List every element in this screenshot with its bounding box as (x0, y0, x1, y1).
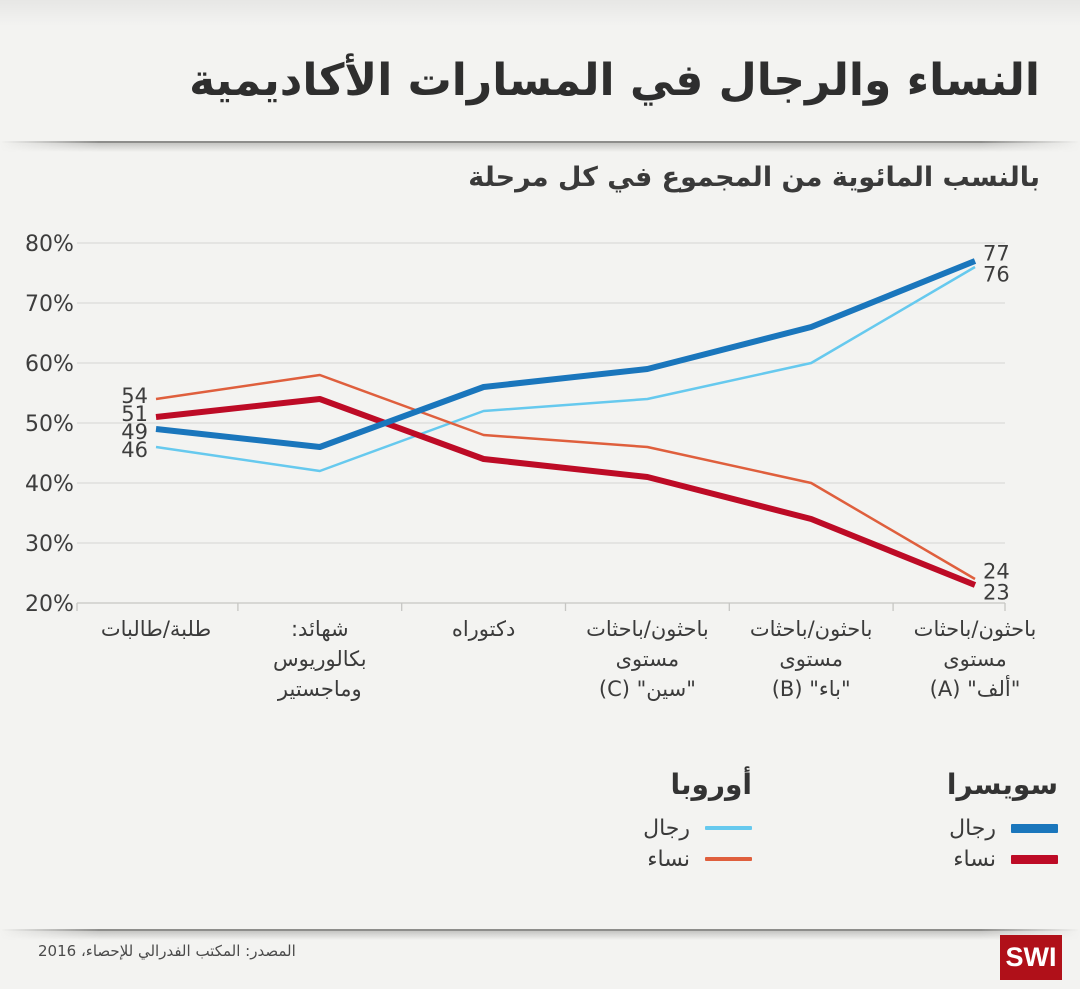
category-label-0: طلبة/طالبات (66, 614, 246, 644)
category-label-line: باحثون/باحثات (913, 617, 1037, 641)
legend-row-switzerland-men: رجال (947, 813, 1058, 843)
y-tick-label-20: 20% (25, 592, 74, 617)
value-label-left-46: 46 (121, 438, 148, 462)
series-line-1 (155, 396, 977, 588)
legend-title-switzerland: سويسرا (946, 768, 1058, 801)
category-label-line: باحثون/باحثات (586, 617, 709, 641)
value-label-left-51: 51 (121, 402, 148, 426)
legend-label-men: رجال (643, 815, 690, 841)
y-tick-label-60: 60% (25, 352, 74, 377)
category-label-line: مستوى (943, 647, 1007, 671)
legend-row-switzerland-women: نساء (947, 844, 1058, 874)
source-note: المصدر: المكتب الفدرالي للإحصاء، 2016 (38, 942, 296, 960)
series-line-3 (155, 373, 976, 581)
legend-group-switzerland: سويسرا رجال نساء (947, 768, 1058, 875)
y-tick-label-30: 30% (25, 532, 74, 557)
value-label-right-24: 24 (983, 560, 1010, 584)
series-line-0 (155, 258, 977, 450)
category-label-line: طلبة/طالبات (100, 617, 212, 641)
legend-label-women: نساء (953, 846, 996, 872)
header-divider (0, 141, 1080, 153)
y-tick-label-80: 80% (25, 232, 74, 257)
value-label-right-76: 76 (983, 263, 1010, 287)
category-label-2: دكتوراه (394, 614, 574, 644)
category-label-line: "باء" (B) (771, 677, 851, 701)
category-label-line: مستوى (615, 647, 680, 671)
category-label-4: باحثون/باحثات مستوى "باء" (B) (721, 614, 901, 704)
value-label-right-77: 77 (983, 242, 1010, 266)
value-label-left-54: 54 (121, 384, 148, 408)
swi-logo: SWI (1000, 935, 1062, 980)
category-label-line: مستوى (779, 647, 843, 671)
category-label-1: شهائد: بكالوريوس وماجستير (230, 614, 410, 704)
chart-subtitle: بالنسب المائوية من المجموع في كل مرحلة (468, 162, 1040, 193)
legend-row-europe-women: نساء (643, 844, 752, 874)
category-label-line: "ألف" (A) (929, 677, 1021, 701)
legend-swatch-switzerland-women (1011, 854, 1058, 864)
legend-swatch-switzerland-men (1011, 823, 1058, 833)
y-tick-label-40: 40% (25, 472, 74, 497)
legend-title-europe: أوروبا (670, 768, 752, 801)
page-title: النساء والرجال في المسارات الأكاديمية (189, 55, 1040, 107)
category-label-3: باحثون/باحثات مستوى "سين" (C) (557, 614, 737, 704)
legend-swatch-europe-women (705, 856, 752, 862)
value-label-left-49: 49 (121, 420, 148, 444)
category-label-line: بكالوريوس (273, 647, 367, 671)
category-label-line: دكتوراه (451, 617, 516, 641)
legend-label-women: نساء (647, 846, 690, 872)
series-line-2 (155, 265, 976, 473)
category-label-5: باحثون/باحثات مستوى "ألف" (A) (885, 614, 1065, 704)
legend-swatch-europe-men (705, 825, 752, 831)
legend-label-men: رجال (949, 815, 996, 841)
legend-group-europe: أوروبا رجال نساء (643, 768, 752, 875)
category-label-line: "سين" (C) (598, 677, 696, 701)
footer-divider (0, 929, 1080, 941)
y-tick-label-70: 70% (25, 292, 74, 317)
category-label-line: شهائد: (290, 617, 349, 641)
category-label-line: وماجستير (277, 677, 362, 701)
legend-row-europe-men: رجال (643, 813, 752, 843)
value-label-right-23: 23 (983, 581, 1010, 605)
y-tick-label-50: 50% (25, 412, 74, 437)
category-label-line: باحثون/باحثات (749, 617, 873, 641)
